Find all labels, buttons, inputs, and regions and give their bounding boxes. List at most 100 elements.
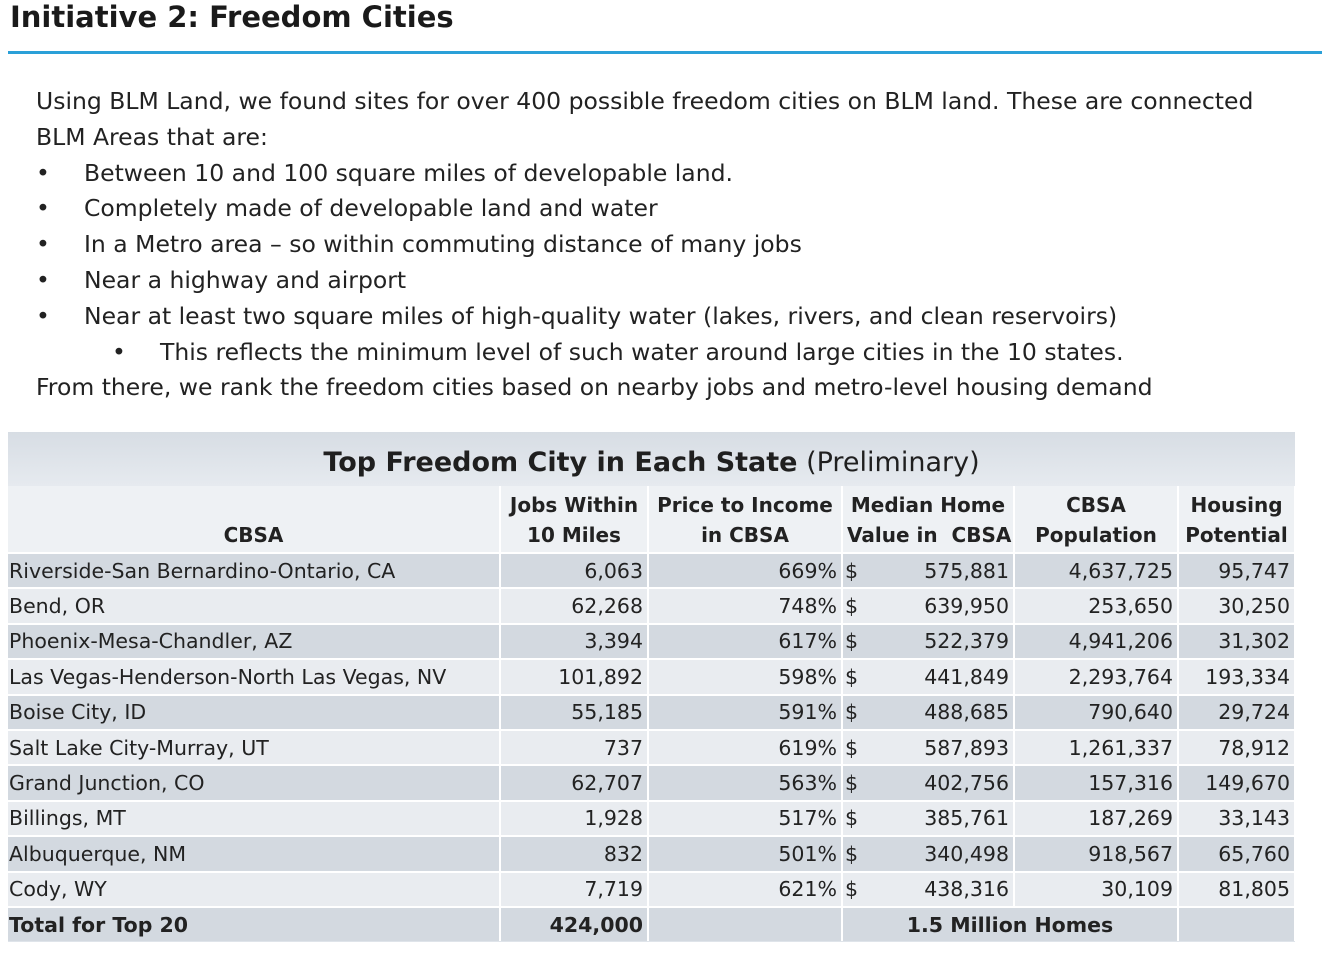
currency-symbol: $	[845, 629, 859, 654]
intro-text-block: Using BLM Land, we found sites for over …	[36, 84, 1286, 406]
cell-jobs: 1,928	[500, 799, 649, 837]
amount: 587,893	[924, 735, 1009, 760]
total-empty-cell	[648, 905, 843, 942]
amount: 522,379	[924, 629, 1009, 654]
cell-median-home-value: $441,849	[842, 658, 1015, 695]
cell-price-to-income: 669%	[648, 551, 843, 589]
cell-cbsa: Grand Junction, CO	[8, 764, 501, 801]
criteria-sub-text: This reflects the minimum level of such …	[160, 337, 1124, 366]
header-jobs: Jobs Within 10 Miles	[500, 486, 649, 553]
table-row: Grand Junction, CO 62,707 563% $402,756 157,…	[8, 764, 1296, 801]
cell-housing-potential: 31,302	[1178, 622, 1296, 660]
criteria-text: Between 10 and 100 square miles of devel…	[84, 158, 733, 187]
table-body: Riverside-San Bernardino-Ontario, CA 6,06…	[8, 551, 1296, 942]
cell-jobs: 832	[500, 835, 649, 872]
header-median-home-value: Median Home Value in CBSA	[842, 486, 1015, 553]
cell-price-to-income: 591%	[648, 693, 843, 730]
cell-jobs: 62,268	[500, 587, 649, 624]
cell-price-to-income: 621%	[648, 870, 843, 907]
criteria-text: Near a highway and airport	[84, 265, 407, 294]
cell-median-home-value: $385,761	[842, 799, 1015, 837]
cell-price-to-income: 617%	[648, 622, 843, 660]
amount: 575,881	[924, 558, 1009, 583]
cell-housing-potential: 29,724	[1178, 693, 1296, 730]
cell-jobs: 55,185	[500, 693, 649, 730]
cell-housing-potential: 95,747	[1178, 551, 1296, 589]
currency-symbol: $	[845, 700, 859, 725]
criteria-text: Near at least two square miles of high-q…	[84, 301, 1118, 330]
currency-symbol: $	[845, 806, 859, 831]
cell-jobs: 737	[500, 728, 649, 766]
cell-price-to-income: 517%	[648, 799, 843, 837]
data-table: CBSA Jobs Within 10 Miles Price to Income…	[8, 486, 1296, 942]
cell-price-to-income: 619%	[648, 728, 843, 766]
cell-housing-potential: 33,143	[1178, 799, 1296, 837]
cell-housing-potential: 65,760	[1178, 835, 1296, 872]
currency-symbol: $	[845, 664, 859, 689]
table-row: Billings, MT 1,928 517% $385,761 187,269 33,1…	[8, 799, 1296, 837]
bullet-icon: •	[36, 301, 50, 330]
cell-population: 30,109	[1014, 870, 1179, 907]
criteria-sub-item: • This reflects the minimum level of such…	[36, 335, 1286, 371]
bullet-icon: •	[36, 158, 50, 187]
cell-price-to-income: 748%	[648, 587, 843, 624]
cell-median-home-value: $522,379	[842, 622, 1015, 660]
table-row: Las Vegas-Henderson-North Las Vegas, NV 1…	[8, 658, 1296, 695]
cell-cbsa: Billings, MT	[8, 799, 501, 837]
currency-symbol: $	[845, 877, 859, 902]
table-caption-bold: Top Freedom City in Each State	[323, 447, 798, 478]
cell-population: 790,640	[1014, 693, 1179, 730]
amount: 385,761	[924, 806, 1009, 831]
cell-cbsa: Riverside-San Bernardino-Ontario, CA	[8, 551, 501, 589]
amount: 441,849	[924, 664, 1009, 689]
amount: 340,498	[924, 841, 1009, 866]
total-homes: 1.5 Million Homes	[842, 905, 1179, 942]
cell-median-home-value: $340,498	[842, 835, 1015, 872]
cell-jobs: 3,394	[500, 622, 649, 660]
criteria-text: In a Metro area – so within commuting di…	[84, 230, 802, 259]
table-caption-note: (Preliminary)	[806, 447, 980, 478]
header-housing-potential: Housing Potential	[1178, 486, 1296, 553]
criteria-item: • Near a highway and airport	[36, 263, 1286, 299]
cell-cbsa: Las Vegas-Henderson-North Las Vegas, NV	[8, 658, 501, 695]
bullet-icon: •	[36, 230, 50, 259]
cell-price-to-income: 598%	[648, 658, 843, 695]
cell-population: 157,316	[1014, 764, 1179, 801]
criteria-item: • Completely made of developable land and…	[36, 191, 1286, 227]
table-row: Bend, OR 62,268 748% $639,950 253,650 30,250	[8, 587, 1296, 624]
cell-housing-potential: 30,250	[1178, 587, 1296, 624]
amount: 438,316	[924, 877, 1009, 902]
criteria-item: • Between 10 and 100 square miles of deve…	[36, 156, 1286, 192]
table-row: Riverside-San Bernardino-Ontario, CA 6,06…	[8, 551, 1296, 589]
criteria-text: Completely made of developable land and …	[84, 194, 658, 223]
table-row: Albuquerque, NM 832 501% $340,498 918,567 65,…	[8, 835, 1296, 872]
cell-population: 253,650	[1014, 587, 1179, 624]
title-underline	[8, 51, 1322, 54]
cell-median-home-value: $402,756	[842, 764, 1015, 801]
table-row: Salt Lake City-Murray, UT 737 619% $587,893…	[8, 728, 1296, 766]
cell-price-to-income: 563%	[648, 764, 843, 801]
cell-population: 2,293,764	[1014, 658, 1179, 695]
currency-symbol: $	[845, 558, 859, 583]
criteria-item: • In a Metro area – so within commuting d…	[36, 227, 1286, 263]
cell-population: 1,261,337	[1014, 728, 1179, 766]
bullet-icon: •	[36, 265, 50, 294]
cell-jobs: 62,707	[500, 764, 649, 801]
table-row: Boise City, ID 55,185 591% $488,685 790,640 2…	[8, 693, 1296, 730]
cell-cbsa: Boise City, ID	[8, 693, 501, 730]
freedom-city-table: Top Freedom City in Each State (Prelimin…	[8, 432, 1296, 942]
closing-line: From there, we rank the freedom cities b…	[36, 373, 1153, 402]
header-population: CBSA Population	[1014, 486, 1179, 553]
cell-population: 918,567	[1014, 835, 1179, 872]
total-label: Total for Top 20	[8, 905, 501, 942]
criteria-list: • Between 10 and 100 square miles of deve…	[36, 156, 1286, 371]
total-jobs: 424,000	[500, 905, 649, 942]
cell-median-home-value: $587,893	[842, 728, 1015, 766]
cell-housing-potential: 81,805	[1178, 870, 1296, 907]
cell-cbsa: Bend, OR	[8, 587, 501, 624]
currency-symbol: $	[845, 594, 859, 619]
amount: 402,756	[924, 771, 1009, 796]
header-cbsa: CBSA	[8, 486, 501, 553]
cell-population: 187,269	[1014, 799, 1179, 837]
table-row: Phoenix-Mesa-Chandler, AZ 3,394 617% $522,3…	[8, 622, 1296, 660]
